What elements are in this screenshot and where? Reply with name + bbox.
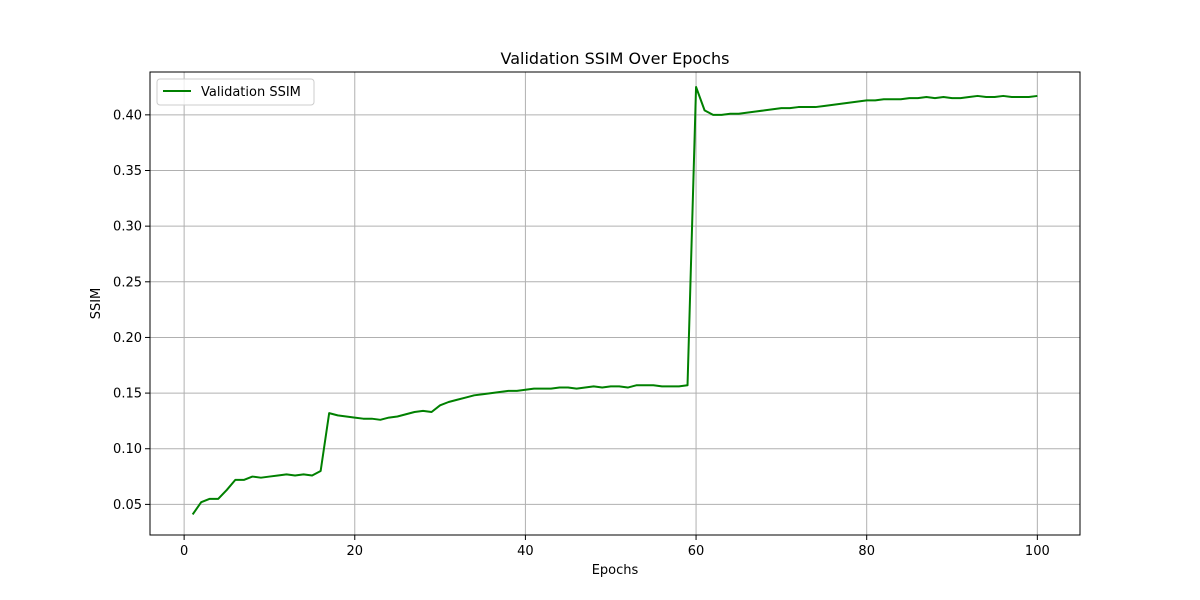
y-tick-label: 0.35 [113,164,142,179]
y-tick-label: 0.20 [113,331,142,346]
x-axis-label: Epochs [592,563,639,578]
y-axis-label: SSIM [89,288,104,320]
legend: Validation SSIM [156,78,315,106]
legend-label: Validation SSIM [201,85,301,100]
series-layer [191,86,1038,515]
x-tick-label: 100 [1025,544,1050,559]
series-line-validation-ssim [191,86,1038,515]
x-tick-label: 0 [180,544,188,559]
chart-title: Validation SSIM Over Epochs [501,49,730,68]
y-tick-label: 0.40 [113,108,142,123]
y-tick-label: 0.10 [113,442,142,457]
x-tick-label: 60 [688,544,705,559]
x-tick-label: 40 [517,544,534,559]
y-tick-label: 0.05 [113,498,142,513]
ticks-layer: 0 20 40 60 80 100 0.05 0.10 0.15 0.20 0.25 0.30 0.35… [113,108,1050,559]
x-tick-label: 80 [858,544,875,559]
x-tick-label: 20 [346,544,363,559]
plot-frame [149,71,1081,536]
y-tick-label: 0.25 [113,275,142,290]
y-tick-label: 0.15 [113,387,142,402]
legend-box [156,78,315,106]
y-tick-label: 0.30 [113,220,142,235]
grid-layer [150,72,1080,535]
